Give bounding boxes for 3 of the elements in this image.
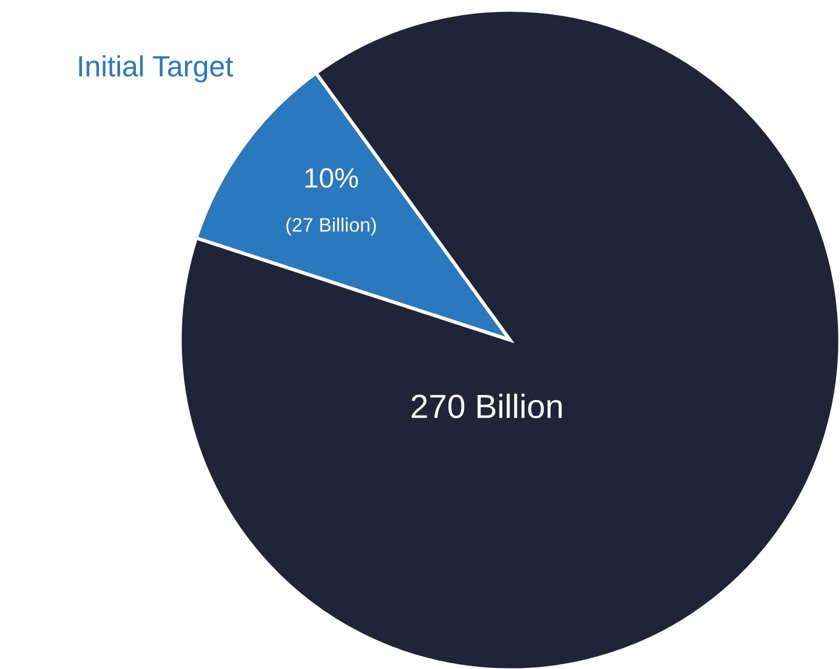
data-label: 10% (27 Billion) bbox=[286, 168, 376, 236]
text: 270 Billion bbox=[412, 394, 562, 418]
slice-label: Initial Target bbox=[79, 55, 234, 82]
